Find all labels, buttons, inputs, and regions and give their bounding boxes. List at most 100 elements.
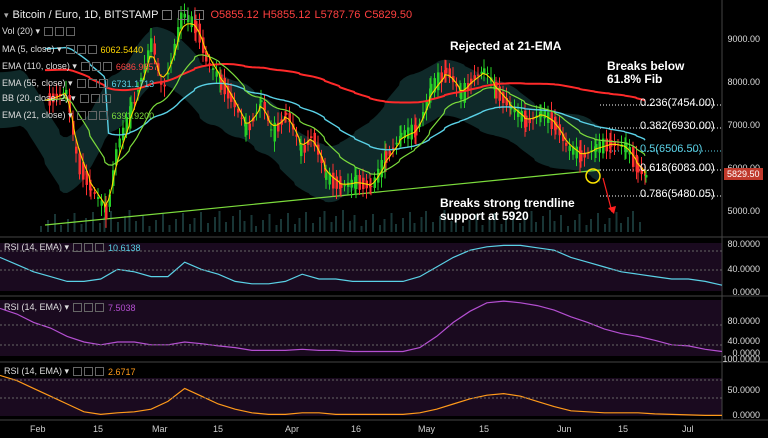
eye-icon[interactable] [76,79,86,88]
close-icon[interactable] [98,79,108,88]
rsi-buttons[interactable] [73,367,105,376]
rsi-buttons[interactable] [73,303,105,312]
close-icon[interactable] [87,45,97,54]
volume-bar [319,217,321,232]
candle-body [403,130,406,139]
volume-bar [54,214,56,232]
candle-body [632,146,635,167]
rsi-buttons[interactable] [73,243,105,252]
settings-icon[interactable] [84,367,94,376]
volume-bar [365,220,367,232]
volume-bar [608,218,611,232]
volume-bar [488,219,491,232]
volume-bar [481,225,484,232]
close-icon[interactable] [66,27,76,36]
close-icon[interactable] [95,303,105,312]
candle-body [644,172,647,176]
eye-icon[interactable] [79,94,89,103]
indicator-legend-item[interactable]: Vol (20) ▾ [2,26,79,37]
settings-icon[interactable] [178,10,189,20]
candle-body [277,122,280,132]
volume-bar [505,218,507,232]
candle-body [324,168,327,172]
fib-label: 0.786(5480.05) [640,188,715,200]
candle-body [440,72,443,83]
candle-body [78,153,81,175]
rsi-name[interactable]: RSI (14, EMA) ▾ [4,366,70,376]
indicator-legend-item[interactable]: EMA (110, close) ▾ 6686.9657 [2,61,158,72]
indicator-buttons[interactable] [76,79,108,88]
rsi-name[interactable]: RSI (14, EMA) ▾ [4,242,70,252]
candle-body [90,188,93,191]
eye-icon[interactable] [65,45,75,54]
rsi-axis-label: 50.0000 [727,385,760,395]
eye-icon[interactable] [73,303,83,312]
indicator-name[interactable]: EMA (55, close) ▾ [2,78,73,88]
candle-body [285,112,288,115]
time-axis-label: 15 [479,424,490,434]
rsi-legend[interactable]: RSI (14, EMA) ▾ 7.5038 [4,302,136,313]
volume-bar [500,224,503,232]
eye-icon[interactable] [80,62,90,71]
candle-body [105,203,108,219]
toggle-visibility-icon[interactable] [162,10,173,20]
symbol-header: ▾ Bitcoin / Euro, 1D, BITSTAMP O5855.12 … [4,6,412,24]
collapse-icon[interactable]: ▾ [4,9,9,20]
candle-body [230,93,233,102]
indicator-legend-item[interactable]: EMA (55, close) ▾ 6731.1713 [2,78,154,89]
close-icon[interactable] [101,94,111,103]
settings-icon[interactable] [87,79,97,88]
eye-icon[interactable] [44,27,54,36]
indicator-buttons[interactable] [79,94,111,103]
settings-icon[interactable] [84,303,94,312]
indicator-legend-item[interactable]: BB (20, close, 2) ▾ [2,93,115,104]
rsi-legend[interactable]: RSI (14, EMA) ▾ 10.6138 [4,242,141,253]
indicator-name[interactable]: EMA (21, close) ▾ [2,110,73,120]
candle-body [395,142,398,145]
close-icon[interactable] [95,367,105,376]
rsi-legend[interactable]: RSI (14, EMA) ▾ 2.6717 [4,366,136,377]
indicator-value: 6731.1713 [111,78,155,89]
indicator-buttons[interactable] [65,45,97,54]
settings-icon[interactable] [76,45,86,54]
settings-icon[interactable] [84,243,94,252]
candle-body [343,185,346,187]
settings-icon[interactable] [55,27,65,36]
indicator-name[interactable]: Vol (20) ▾ [2,26,41,36]
rsi-name[interactable]: RSI (14, EMA) ▾ [4,302,70,312]
candle-body [82,162,85,180]
eye-icon[interactable] [76,111,86,120]
indicator-legend-item[interactable]: EMA (21, close) ▾ 6391.9200 [2,110,154,121]
settings-icon[interactable] [90,94,100,103]
indicator-legend-item[interactable]: MA (5, close) ▾ 6062.5440 [2,44,143,55]
ema110-line [45,63,646,104]
close-icon[interactable] [102,62,112,71]
indicator-name[interactable]: MA (5, close) ▾ [2,44,62,54]
settings-icon[interactable] [87,111,97,120]
settings-icon[interactable] [91,62,101,71]
volume-bar [67,219,69,232]
candle-body [233,100,236,108]
annotation-breaks-trendline: Breaks strong trendline support at 5920 [440,196,575,223]
symbol-title[interactable]: Bitcoin / Euro, 1D, BITSTAMP [12,9,159,21]
eye-icon[interactable] [73,243,83,252]
remove-icon[interactable] [194,10,205,20]
candle-body [422,111,425,119]
candle-body [108,194,111,207]
volume-bar [604,224,606,232]
price-axis-label: 8000.00 [727,77,760,87]
indicator-buttons[interactable] [44,27,76,36]
indicator-value: 6062.5440 [100,44,144,55]
indicator-buttons[interactable] [76,111,108,120]
candle-body [68,95,71,113]
close-icon[interactable] [98,111,108,120]
indicator-name[interactable]: EMA (110, close) ▾ [2,61,77,71]
indicator-buttons[interactable] [80,62,112,71]
candle-body [520,110,523,122]
close-icon[interactable] [95,243,105,252]
indicator-name[interactable]: BB (20, close, 2) ▾ [2,93,76,103]
eye-icon[interactable] [73,367,83,376]
price-axis-label: 9000.00 [727,34,760,44]
